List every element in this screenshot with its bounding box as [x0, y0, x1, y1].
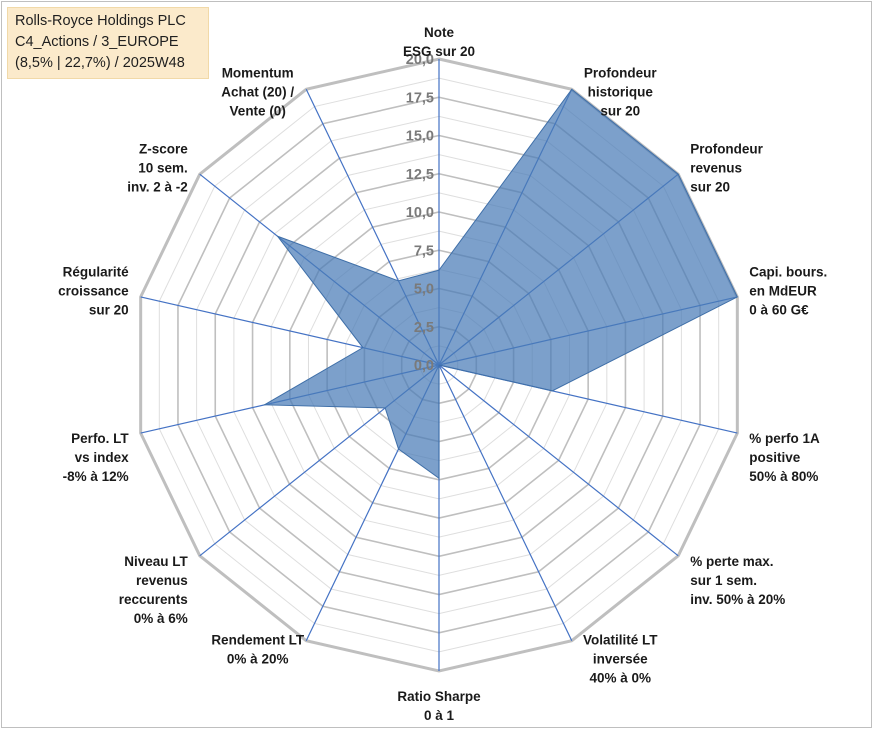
axis-label-12-line-2: inv. 2 à -2 — [127, 180, 188, 195]
radar-axis-labels: Note ESG sur 20 Profondeur historique sur 20… — [58, 25, 827, 723]
axis-label-8: Rendement LT 0% à 20% — [211, 633, 305, 667]
spoke-5 — [438, 364, 679, 557]
axis-label-2-line-1: revenus — [690, 161, 742, 176]
axis-label-13: Momentum Achat (20) / Vente (0) — [221, 66, 294, 119]
axis-label-11: Régularité croissance sur 20 — [58, 264, 129, 317]
axis-label-1-line-1: historique — [588, 85, 654, 100]
axis-label-2-line-0: Profondeur — [690, 142, 763, 157]
axis-label-3-line-0: Capi. bours. — [749, 264, 827, 279]
axis-label-10: Perfo. LT vs index -8% à 12% — [63, 431, 130, 484]
axis-label-6-line-0: Volatilité LT — [583, 633, 658, 648]
axis-label-2-line-2: sur 20 — [690, 180, 730, 195]
tick-label-1: 2,5 — [414, 320, 434, 336]
tick-label-2: 5,0 — [414, 282, 434, 298]
axis-label-3-line-1: en MdEUR — [749, 283, 817, 298]
axis-label-1-line-2: sur 20 — [600, 104, 640, 119]
tick-label-4: 10,0 — [406, 205, 434, 221]
radar-tick-labels: 0,0 2,5 5,0 7,5 10,0 12,5 15,0 17,5 20,0 — [406, 52, 434, 374]
tick-label-8: 20,0 — [406, 52, 434, 68]
spoke-6 — [438, 364, 573, 641]
axis-label-5-line-1: sur 1 sem. — [690, 573, 757, 588]
axis-label-5-line-0: % perte max. — [690, 554, 773, 569]
chart-title-box: Rolls-Royce Holdings PLC C4_Actions / 3_… — [7, 7, 209, 79]
axis-label-10-line-2: -8% à 12% — [63, 469, 129, 484]
axis-label-8-line-0: Rendement LT — [211, 633, 305, 648]
axis-label-7-line-0: Ratio Sharpe — [397, 689, 481, 704]
title-line-category: C4_Actions / 3_EUROPE — [15, 34, 179, 50]
axis-label-2: Profondeur revenus sur 20 — [690, 142, 763, 195]
axis-label-0-line-1: ESG sur 20 — [403, 44, 475, 59]
axis-label-12-line-1: 10 sem. — [138, 161, 188, 176]
tick-label-3: 7,5 — [414, 243, 434, 259]
axis-label-13-line-0: Momentum — [222, 66, 294, 81]
axis-label-12: Z-score 10 sem. inv. 2 à -2 — [127, 142, 188, 195]
axis-label-10-line-0: Perfo. LT — [71, 431, 129, 446]
title-line-stats: (8,5% | 22,7%) / 2025W48 — [15, 55, 185, 71]
axis-label-5-line-2: inv. 50% à 20% — [690, 592, 785, 607]
axis-label-11-line-1: croissance — [58, 283, 129, 298]
axis-label-7-line-1: 0 à 1 — [424, 708, 455, 723]
tick-label-5: 12,5 — [406, 167, 434, 183]
axis-label-9: Niveau LT revenus reccurents 0% à 6% — [119, 554, 189, 626]
axis-label-13-line-1: Achat (20) / — [221, 85, 294, 100]
axis-label-4-line-1: positive — [749, 450, 801, 465]
axis-label-6-line-1: inversée — [593, 652, 648, 667]
axis-label-3-line-2: 0 à 60 G€ — [749, 302, 809, 317]
axis-label-9-line-3: 0% à 6% — [134, 611, 188, 626]
axis-label-1: Profondeur historique sur 20 — [584, 66, 657, 119]
series-area-0 — [262, 88, 738, 480]
axis-label-1-line-0: Profondeur — [584, 66, 657, 81]
axis-label-6: Volatilité LT inversée 40% à 0% — [583, 633, 658, 686]
tick-label-0: 0,0 — [414, 358, 434, 374]
title-line-company: Rolls-Royce Holdings PLC — [15, 13, 186, 29]
tick-label-7: 17,5 — [406, 90, 434, 106]
axis-label-12-line-0: Z-score — [139, 142, 188, 157]
axis-label-0-line-0: Note — [424, 25, 454, 40]
axis-label-4-line-0: % perfo 1A — [749, 431, 820, 446]
tick-label-6: 15,0 — [406, 129, 434, 145]
axis-label-10-line-1: vs index — [75, 450, 130, 465]
axis-label-4-line-2: 50% à 80% — [749, 469, 818, 484]
axis-label-3: Capi. bours. en MdEUR 0 à 60 G€ — [749, 264, 827, 317]
axis-label-0: Note ESG sur 20 — [403, 25, 475, 59]
radar-series — [262, 88, 738, 480]
axis-label-8-line-1: 0% à 20% — [227, 652, 289, 667]
axis-label-11-line-0: Régularité — [63, 264, 130, 279]
axis-label-5: % perte max. sur 1 sem. inv. 50% à 20% — [690, 554, 785, 607]
axis-label-13-line-2: Vente (0) — [230, 104, 286, 119]
axis-label-11-line-2: sur 20 — [89, 302, 129, 317]
axis-label-9-line-2: reccurents — [119, 592, 188, 607]
axis-label-9-line-1: revenus — [136, 573, 188, 588]
axis-label-4: % perfo 1A positive 50% à 80% — [749, 431, 820, 484]
axis-label-6-line-2: 40% à 0% — [590, 671, 652, 686]
axis-label-9-line-0: Niveau LT — [124, 554, 188, 569]
axis-label-7: Ratio Sharpe 0 à 1 — [397, 689, 481, 723]
